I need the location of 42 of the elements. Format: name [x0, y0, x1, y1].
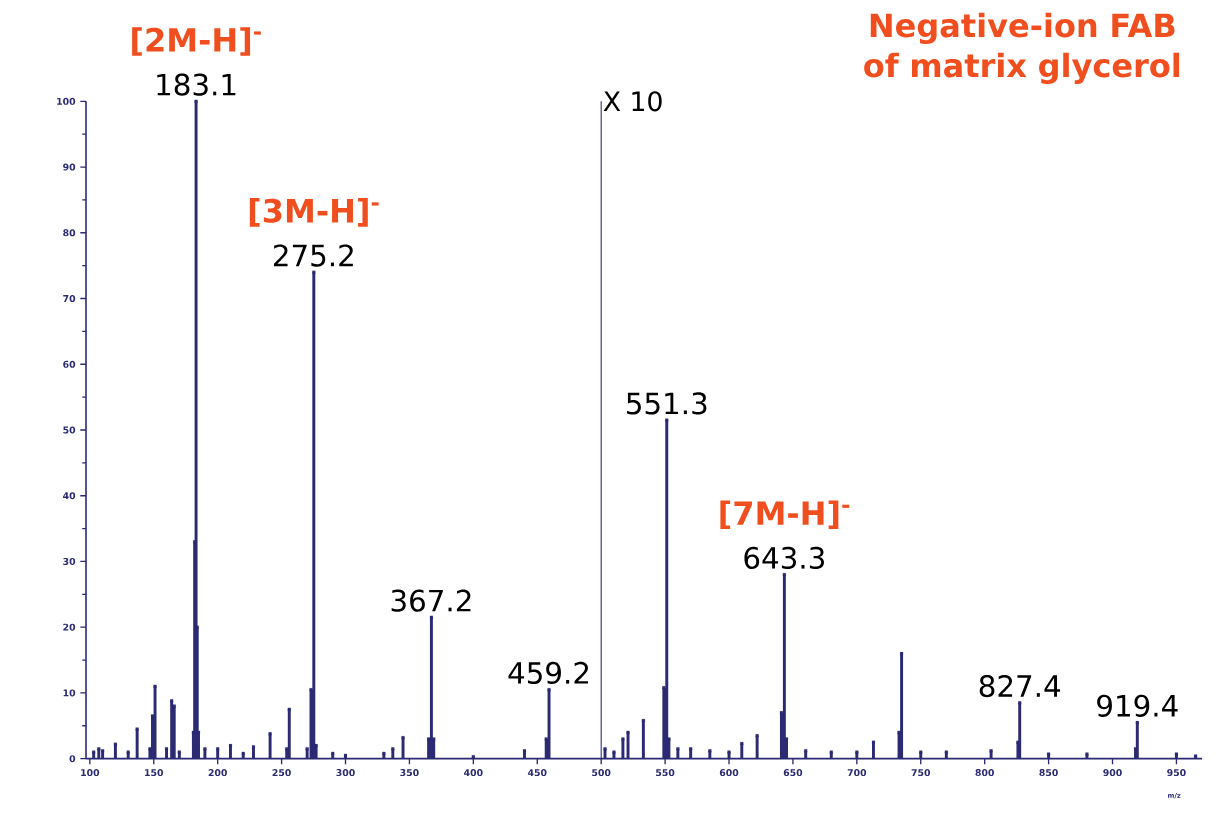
chart-title: Negative-ion FAB of matrix glycerol [864, 12, 1180, 84]
y-tick-label: 0 [69, 755, 76, 763]
x-tick-label: 550 [656, 769, 675, 777]
x-tick-label: 300 [336, 769, 355, 777]
annotation: 275.2 [273, 244, 353, 267]
annotation: [3M-H]$^{-}$ [249, 198, 379, 227]
x-tick-label: 750 [911, 769, 931, 777]
y-tick-label: 80 [63, 229, 76, 237]
x-tick-label: 500 [592, 769, 611, 777]
x-tick-label: 200 [208, 769, 227, 777]
x-tick-label: 850 [1039, 769, 1058, 777]
annotation: 183.1 [157, 73, 236, 96]
x-tick-label: 600 [719, 769, 739, 777]
y-tick-label: 100 [57, 97, 76, 105]
x-tick-label: 900 [1103, 769, 1122, 777]
annotation: 367.2 [391, 589, 471, 612]
x-tick-label: 450 [527, 769, 547, 777]
y-tick-label: 70 [63, 295, 76, 303]
annotation: 551.3 [627, 392, 707, 415]
x-tick-label: 700 [847, 769, 867, 777]
y-tick-label: 20 [63, 623, 76, 631]
x-tick-label: 650 [783, 769, 803, 777]
x-tick-label: 950 [1167, 769, 1186, 777]
y-tick-label: 50 [63, 426, 76, 434]
annotation: 919.4 [1097, 694, 1178, 717]
ref-line-label: X 10 [603, 91, 662, 112]
annotation: [2M-H]$^{-}$ [132, 27, 261, 56]
annotation: 827.4 [979, 674, 1061, 698]
annotation: [7M-H]$^{-}$ [720, 500, 850, 529]
y-tick-label: 60 [63, 360, 76, 368]
x-tick-label: 100 [81, 769, 100, 777]
x-tick-label: 150 [145, 769, 164, 777]
x-tick-label: 400 [464, 769, 483, 777]
annotation: 459.2 [508, 661, 589, 685]
y-tick-label: 40 [63, 492, 76, 500]
x-tick-label: 800 [975, 769, 994, 777]
x-tick-label: 250 [272, 769, 291, 777]
annotation: 643.3 [744, 546, 824, 569]
y-tick-label: 30 [63, 557, 76, 565]
y-tick-label: 90 [63, 163, 76, 171]
y-tick-label: 10 [63, 689, 76, 697]
x-tick-label: 350 [400, 769, 419, 777]
